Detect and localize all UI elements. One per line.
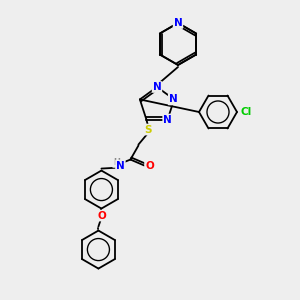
Text: Cl: Cl bbox=[240, 107, 252, 117]
Text: N: N bbox=[174, 18, 182, 28]
Text: N: N bbox=[153, 82, 161, 92]
Text: O: O bbox=[145, 160, 154, 171]
Text: O: O bbox=[97, 211, 106, 220]
Text: H: H bbox=[113, 158, 120, 167]
Text: N: N bbox=[163, 115, 172, 124]
Text: N: N bbox=[116, 160, 125, 171]
Text: N: N bbox=[169, 94, 178, 104]
Text: S: S bbox=[145, 124, 152, 135]
